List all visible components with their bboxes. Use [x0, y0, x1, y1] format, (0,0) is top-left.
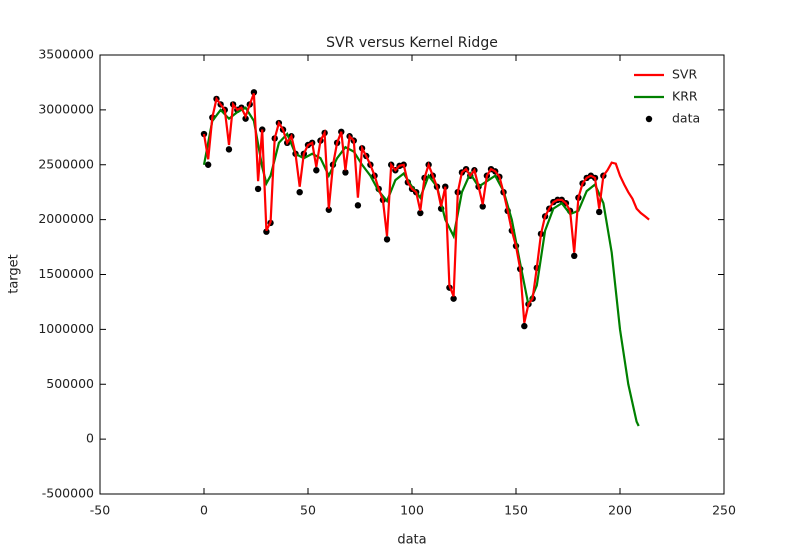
y-tick-label: 0: [86, 431, 94, 446]
y-tick-label: 3500000: [38, 47, 94, 62]
y-axis-label: target: [7, 254, 22, 294]
x-tick-label: 250: [712, 503, 736, 518]
data-point: [479, 203, 486, 210]
data-point: [263, 228, 270, 235]
data-point: [313, 167, 320, 174]
plot-frame: [99, 54, 725, 495]
chart-title: SVR versus Kernel Ridge: [326, 35, 498, 51]
data-point: [296, 188, 303, 196]
data-point: [521, 322, 528, 330]
data-point: [250, 89, 258, 96]
data-point: [342, 169, 349, 176]
x-tick-label: -50: [90, 503, 110, 518]
x-axis-label: data: [397, 533, 426, 548]
line-series: [202, 93, 650, 324]
data-point: [204, 161, 212, 168]
data-point: [254, 185, 262, 193]
data-point: [571, 252, 578, 260]
y-tick-label: 1500000: [38, 266, 94, 281]
line-series: [202, 106, 640, 427]
data-point: [354, 202, 362, 209]
x-tick-label: 150: [504, 503, 528, 518]
y-tick-label: 500000: [46, 376, 94, 391]
data-point: [325, 206, 332, 213]
x-tick-label: 200: [608, 503, 632, 518]
data-point: [383, 236, 391, 243]
y-tick-label: 1000000: [38, 321, 94, 336]
y-tick-label: 3000000: [38, 101, 94, 116]
data-point: [450, 295, 457, 302]
x-tick-label: 100: [400, 503, 424, 518]
legend-label: data: [672, 111, 700, 126]
y-tick-label: 2500000: [38, 156, 94, 171]
data-point: [225, 146, 233, 153]
data-point: [417, 209, 424, 217]
legend-label: KRR: [672, 89, 698, 104]
y-tick-label: -500000: [42, 486, 94, 501]
y-tick-label: 2000000: [38, 211, 94, 226]
legend-label: SVR: [672, 67, 697, 82]
data-point: [596, 208, 603, 216]
x-tick-label: 0: [200, 503, 208, 518]
x-tick-label: 50: [300, 503, 316, 518]
legend-marker: [645, 115, 653, 123]
